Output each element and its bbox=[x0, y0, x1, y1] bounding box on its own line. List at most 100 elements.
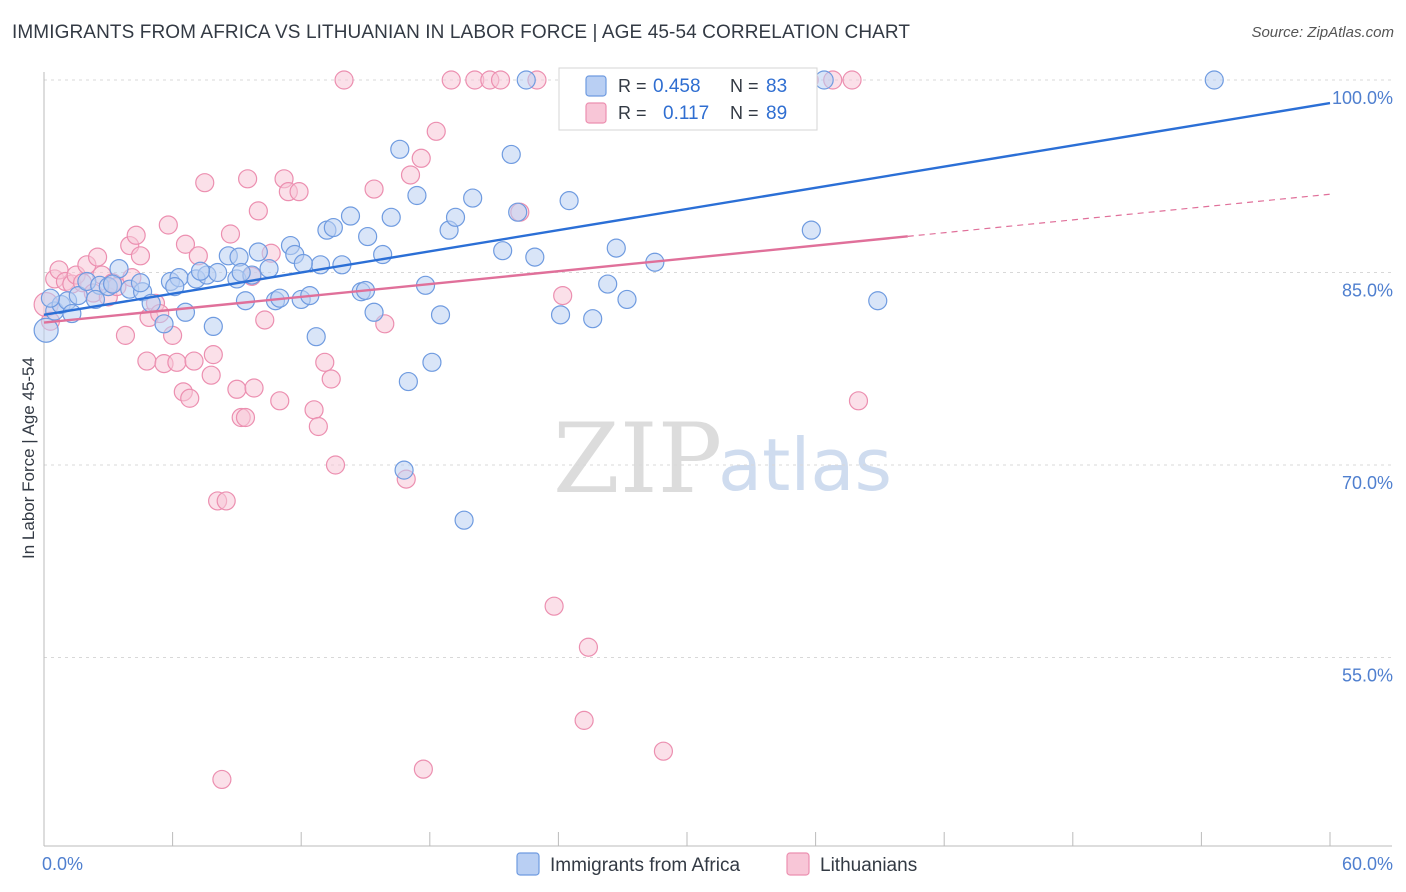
point-immigrants-africa bbox=[248, 242, 268, 262]
trend-lines bbox=[43, 101, 1331, 324]
point-immigrants-africa bbox=[208, 262, 228, 283]
point-immigrants-africa bbox=[102, 274, 123, 294]
point-immigrants-africa bbox=[358, 226, 378, 247]
point-lithuanians bbox=[544, 596, 564, 616]
legend-n-label: N = bbox=[730, 103, 759, 123]
source-label: Source: ZipAtlas.com bbox=[1251, 24, 1394, 41]
point-lithuanians bbox=[238, 169, 258, 189]
point-immigrants-africa bbox=[364, 302, 384, 322]
point-lithuanians bbox=[364, 179, 384, 199]
gridlines bbox=[44, 79, 1392, 658]
point-lithuanians bbox=[490, 70, 511, 90]
point-lithuanians bbox=[574, 710, 594, 730]
point-immigrants-africa bbox=[617, 289, 637, 310]
point-lithuanians bbox=[441, 70, 461, 90]
y-tick-label: 70.0% bbox=[1342, 473, 1393, 493]
point-lithuanians bbox=[203, 345, 223, 365]
point-immigrants-africa bbox=[598, 274, 618, 294]
point-immigrants-africa bbox=[501, 144, 521, 165]
chart-title: IMMIGRANTS FROM AFRICA VS LITHUANIAN IN … bbox=[12, 22, 911, 43]
point-immigrants-africa bbox=[445, 207, 466, 227]
point-lithuanians bbox=[216, 491, 236, 511]
point-immigrants-africa bbox=[516, 70, 536, 90]
point-immigrants-africa bbox=[814, 70, 834, 90]
point-lithuanians bbox=[248, 201, 268, 221]
point-immigrants-africa bbox=[454, 510, 474, 530]
point-lithuanians bbox=[180, 388, 200, 408]
legend-n-value-blue: 83 bbox=[766, 76, 787, 97]
trend-line-lithuanians-extension bbox=[907, 193, 1331, 237]
x-tick-label: 60.0% bbox=[1342, 854, 1393, 874]
point-lithuanians bbox=[334, 70, 354, 90]
point-immigrants-africa bbox=[606, 238, 626, 258]
point-lithuanians bbox=[270, 391, 290, 411]
x-ticks bbox=[172, 832, 1331, 846]
y-axis-label: In Labor Force | Age 45-54 bbox=[19, 357, 38, 559]
y-tick-label: 85.0% bbox=[1342, 281, 1393, 301]
point-immigrants-africa bbox=[231, 262, 251, 283]
legend-r-value-pink: 0.117 bbox=[663, 103, 709, 124]
point-lithuanians bbox=[308, 416, 328, 437]
x-tick-label: 0.0% bbox=[42, 854, 83, 874]
legend-r-label: R = bbox=[618, 76, 647, 96]
point-immigrants-africa bbox=[323, 217, 343, 238]
point-immigrants-africa bbox=[1204, 70, 1224, 90]
point-immigrants-africa bbox=[40, 288, 61, 308]
point-lithuanians bbox=[195, 173, 215, 193]
trend-line-immigrants-africa bbox=[43, 101, 1331, 317]
point-lithuanians bbox=[411, 148, 431, 168]
point-immigrants-africa bbox=[430, 305, 451, 325]
point-lithuanians bbox=[578, 637, 599, 657]
point-immigrants-africa bbox=[381, 207, 401, 227]
point-immigrants-africa bbox=[868, 291, 888, 311]
point-lithuanians bbox=[321, 369, 341, 389]
point-immigrants-africa bbox=[340, 206, 361, 226]
point-immigrants-africa bbox=[525, 247, 545, 267]
legend-n-label: N = bbox=[730, 76, 759, 96]
point-immigrants-africa bbox=[165, 277, 185, 297]
point-lithuanians bbox=[325, 455, 346, 475]
point-lithuanians bbox=[235, 407, 256, 428]
bottom-legend-label-blue: Immigrants from Africa bbox=[550, 855, 740, 876]
trend-line-lithuanians bbox=[43, 235, 908, 324]
legend-n-value-pink: 89 bbox=[766, 103, 787, 124]
point-lithuanians bbox=[175, 234, 196, 254]
legend-swatch-pink bbox=[585, 102, 607, 124]
y-tick-labels: 100.0% 85.0% 70.0% 55.0% bbox=[1332, 88, 1393, 686]
point-immigrants-africa bbox=[85, 289, 106, 310]
point-immigrants-africa bbox=[559, 191, 579, 211]
point-immigrants-africa bbox=[190, 261, 211, 281]
point-immigrants-africa bbox=[463, 188, 483, 208]
bottom-legend: Immigrants from Africa Lithuanians bbox=[516, 852, 917, 876]
point-immigrants-africa bbox=[293, 253, 313, 274]
point-lithuanians bbox=[227, 379, 247, 399]
watermark-zip: ZIP bbox=[553, 403, 722, 515]
legend: R = 0.458 N = 83 R = 0.117 N = 89 bbox=[558, 67, 818, 131]
point-lithuanians bbox=[842, 70, 862, 90]
point-immigrants-africa bbox=[33, 317, 59, 343]
point-immigrants-africa bbox=[203, 316, 223, 336]
point-lithuanians bbox=[220, 224, 241, 244]
point-lithuanians bbox=[201, 365, 221, 385]
point-immigrants-africa bbox=[398, 371, 418, 392]
point-lithuanians bbox=[304, 400, 324, 420]
point-immigrants-africa bbox=[130, 273, 151, 293]
point-immigrants-africa bbox=[175, 302, 196, 322]
point-lithuanians bbox=[167, 352, 187, 372]
point-immigrants-africa bbox=[583, 309, 603, 329]
point-lithuanians bbox=[137, 351, 157, 371]
series-immigrants-africa-points bbox=[33, 70, 1224, 530]
point-lithuanians bbox=[315, 352, 335, 372]
bottom-legend-swatch-blue bbox=[516, 852, 540, 876]
x-tick-labels: 0.0% 60.0% bbox=[42, 854, 1393, 874]
point-immigrants-africa bbox=[801, 220, 821, 240]
point-lithuanians bbox=[400, 165, 421, 185]
point-lithuanians bbox=[653, 741, 674, 761]
legend-swatch-blue bbox=[585, 75, 607, 97]
point-lithuanians bbox=[426, 121, 446, 141]
point-immigrants-africa bbox=[422, 352, 442, 372]
point-lithuanians bbox=[413, 759, 433, 779]
bottom-legend-swatch-pink bbox=[786, 852, 810, 876]
point-immigrants-africa bbox=[259, 259, 279, 279]
bottom-legend-label-pink: Lithuanians bbox=[820, 855, 917, 876]
